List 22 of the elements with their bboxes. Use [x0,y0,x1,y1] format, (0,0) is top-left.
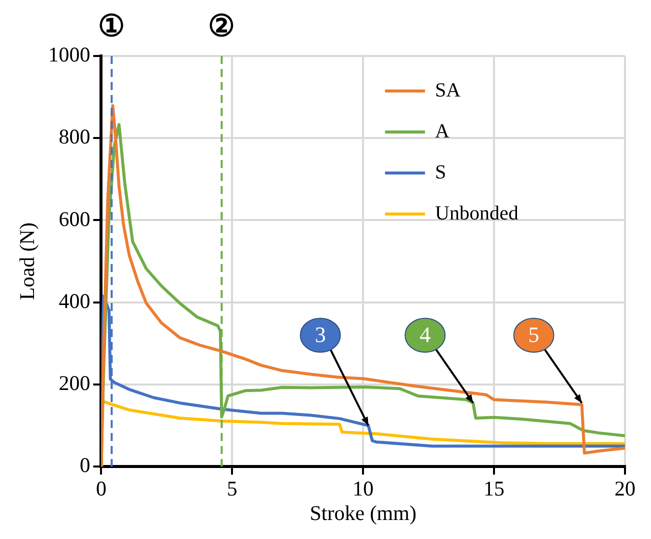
legend-label: S [435,161,446,184]
x-tick-label: 5 [226,476,238,501]
x-axis-title: Stroke (mm) [310,500,416,525]
y-tick-label: 400 [58,288,90,313]
y-tick-label: 200 [58,370,90,395]
y-axis-title: Load (N) [15,222,40,300]
legend-label: Unbonded [435,202,518,224]
x-tick-label: 10 [352,476,374,501]
ref-line-label: ② [208,8,236,44]
y-tick-label: 1000 [48,42,90,67]
ref-line-label: ① [98,8,126,44]
y-tick-label: 600 [58,206,90,231]
x-tick-label: 15 [484,476,505,501]
x-tick-label: 20 [614,476,636,501]
annotation: 3 [314,322,326,347]
legend-label: A [435,120,450,142]
x-tick-label: 0 [96,476,106,501]
y-tick-label: 0 [80,453,90,478]
legend-label: SA [435,79,462,102]
annotation: 5 [528,322,540,347]
y-tick-label: 800 [58,124,90,149]
annotation: 4 [420,322,431,347]
